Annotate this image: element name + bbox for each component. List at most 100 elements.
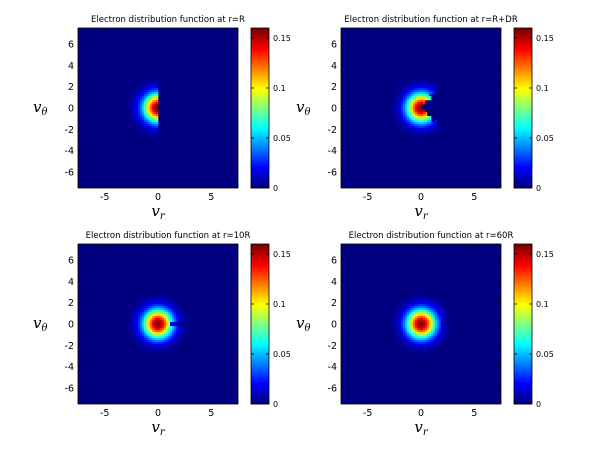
- heatmap-cell: [445, 318, 448, 321]
- heatmap-cell: [162, 316, 165, 319]
- heatmap-cell: [134, 112, 137, 115]
- heatmap-cell: [397, 124, 400, 127]
- heatmap-cell: [150, 314, 153, 317]
- heatmap-cell: [146, 332, 149, 335]
- heatmap-cell: [413, 316, 416, 319]
- colorbar-segment: [251, 334, 269, 337]
- heatmap-cell: [443, 318, 446, 321]
- heatmap-cell: [154, 332, 157, 335]
- heatmap-cell: [409, 82, 412, 85]
- heatmap-cell: [449, 318, 452, 321]
- colorbar-segment: [251, 324, 269, 327]
- heatmap-cell: [413, 136, 416, 139]
- heatmap-cell: [136, 86, 139, 89]
- heatmap-cell: [439, 306, 442, 309]
- heatmap-cell: [144, 304, 147, 307]
- heatmap-cell: [421, 122, 424, 125]
- heatmap-cell: [405, 324, 408, 327]
- heatmap-cell: [146, 132, 149, 135]
- heatmap-cell: [152, 350, 155, 353]
- heatmap-cell: [427, 92, 430, 95]
- heatmap-cell: [146, 82, 149, 85]
- heatmap-cell: [427, 340, 430, 343]
- heatmap-cell: [140, 334, 143, 337]
- heatmap-cell: [395, 114, 398, 117]
- heatmap-cell: [158, 332, 161, 335]
- heatmap-cell: [433, 128, 436, 131]
- heatmap-cell: [132, 328, 135, 331]
- heatmap-cell: [156, 136, 159, 139]
- colorbar-segment: [251, 175, 269, 179]
- heatmap-cell: [427, 118, 430, 121]
- heatmap-cell: [405, 310, 408, 313]
- heatmap-cell: [429, 86, 432, 89]
- colorbar-segment: [251, 123, 269, 126]
- heatmap-cell: [393, 326, 396, 329]
- colorbar-segment: [251, 85, 269, 89]
- heatmap-cell: [182, 312, 185, 315]
- heatmap-cell: [423, 306, 426, 309]
- heatmap-cell: [411, 304, 414, 307]
- heatmap-cell: [150, 334, 153, 337]
- heatmap-cell: [399, 316, 402, 319]
- heatmap-cell: [397, 304, 400, 307]
- heatmap-cell: [413, 126, 416, 129]
- heatmap-cell: [417, 126, 420, 129]
- heatmap-cell: [150, 294, 153, 297]
- heatmap-cell: [419, 94, 422, 97]
- heatmap-cell: [180, 326, 183, 329]
- heatmap-cell: [150, 108, 153, 111]
- colorbar-segment: [514, 75, 532, 79]
- heatmap-cell: [403, 308, 406, 311]
- heatmap-cell: [132, 98, 135, 101]
- heatmap-cell: [431, 132, 434, 135]
- heatmap-cell: [401, 326, 404, 329]
- heatmap-cell: [413, 130, 416, 133]
- heatmap-cell: [407, 304, 410, 307]
- heatmap-cell: [158, 348, 161, 351]
- heatmap-cell: [405, 128, 408, 131]
- heatmap-cell: [411, 112, 414, 115]
- heatmap-cell: [128, 326, 131, 329]
- colorbar-segment: [251, 43, 269, 46]
- heatmap-cell: [176, 330, 179, 333]
- heatmap-cell: [128, 318, 131, 321]
- heatmap-cell: [134, 100, 137, 103]
- heatmap-cell: [142, 98, 145, 101]
- heatmap-cell: [417, 326, 420, 329]
- heatmap-cell: [423, 110, 426, 113]
- heatmap-cell: [172, 344, 175, 347]
- heatmap-cell: [413, 114, 416, 117]
- colorbar-tick-label: 0.05: [536, 134, 554, 143]
- heatmap-cell: [166, 340, 169, 343]
- heatmap-cell: [401, 118, 404, 121]
- heatmap-cell: [138, 314, 141, 317]
- heatmap-cell: [421, 114, 424, 117]
- heatmap-cell: [429, 134, 432, 137]
- heatmap-cell: [128, 322, 131, 325]
- heatmap-cell: [170, 322, 173, 325]
- heatmap-cell: [407, 328, 410, 331]
- heatmap-cell: [150, 120, 153, 123]
- heatmap-cell: [132, 336, 135, 339]
- heatmap-cell: [439, 314, 442, 317]
- heatmap-cell: [150, 100, 153, 103]
- colorbar-segment: [251, 366, 269, 370]
- heatmap-cells: [391, 78, 444, 139]
- heatmap-cell: [441, 302, 444, 305]
- heatmap-cell: [399, 312, 402, 315]
- colorbar-segment: [251, 346, 269, 350]
- heatmap-cell: [445, 320, 448, 323]
- heatmap-cell: [427, 316, 430, 319]
- heatmap-cell: [172, 342, 175, 345]
- heatmap-cell: [154, 116, 157, 119]
- heatmap-cell: [409, 124, 412, 127]
- colorbar-segment: [251, 138, 269, 141]
- heatmap-cell: [150, 126, 153, 129]
- colorbar-segment: [251, 63, 269, 66]
- colorbar-segment: [514, 399, 532, 402]
- heatmap-cell: [168, 322, 171, 325]
- heatmap-cell: [148, 88, 151, 91]
- heatmap-cell: [180, 324, 183, 327]
- heatmap-cell: [417, 350, 420, 353]
